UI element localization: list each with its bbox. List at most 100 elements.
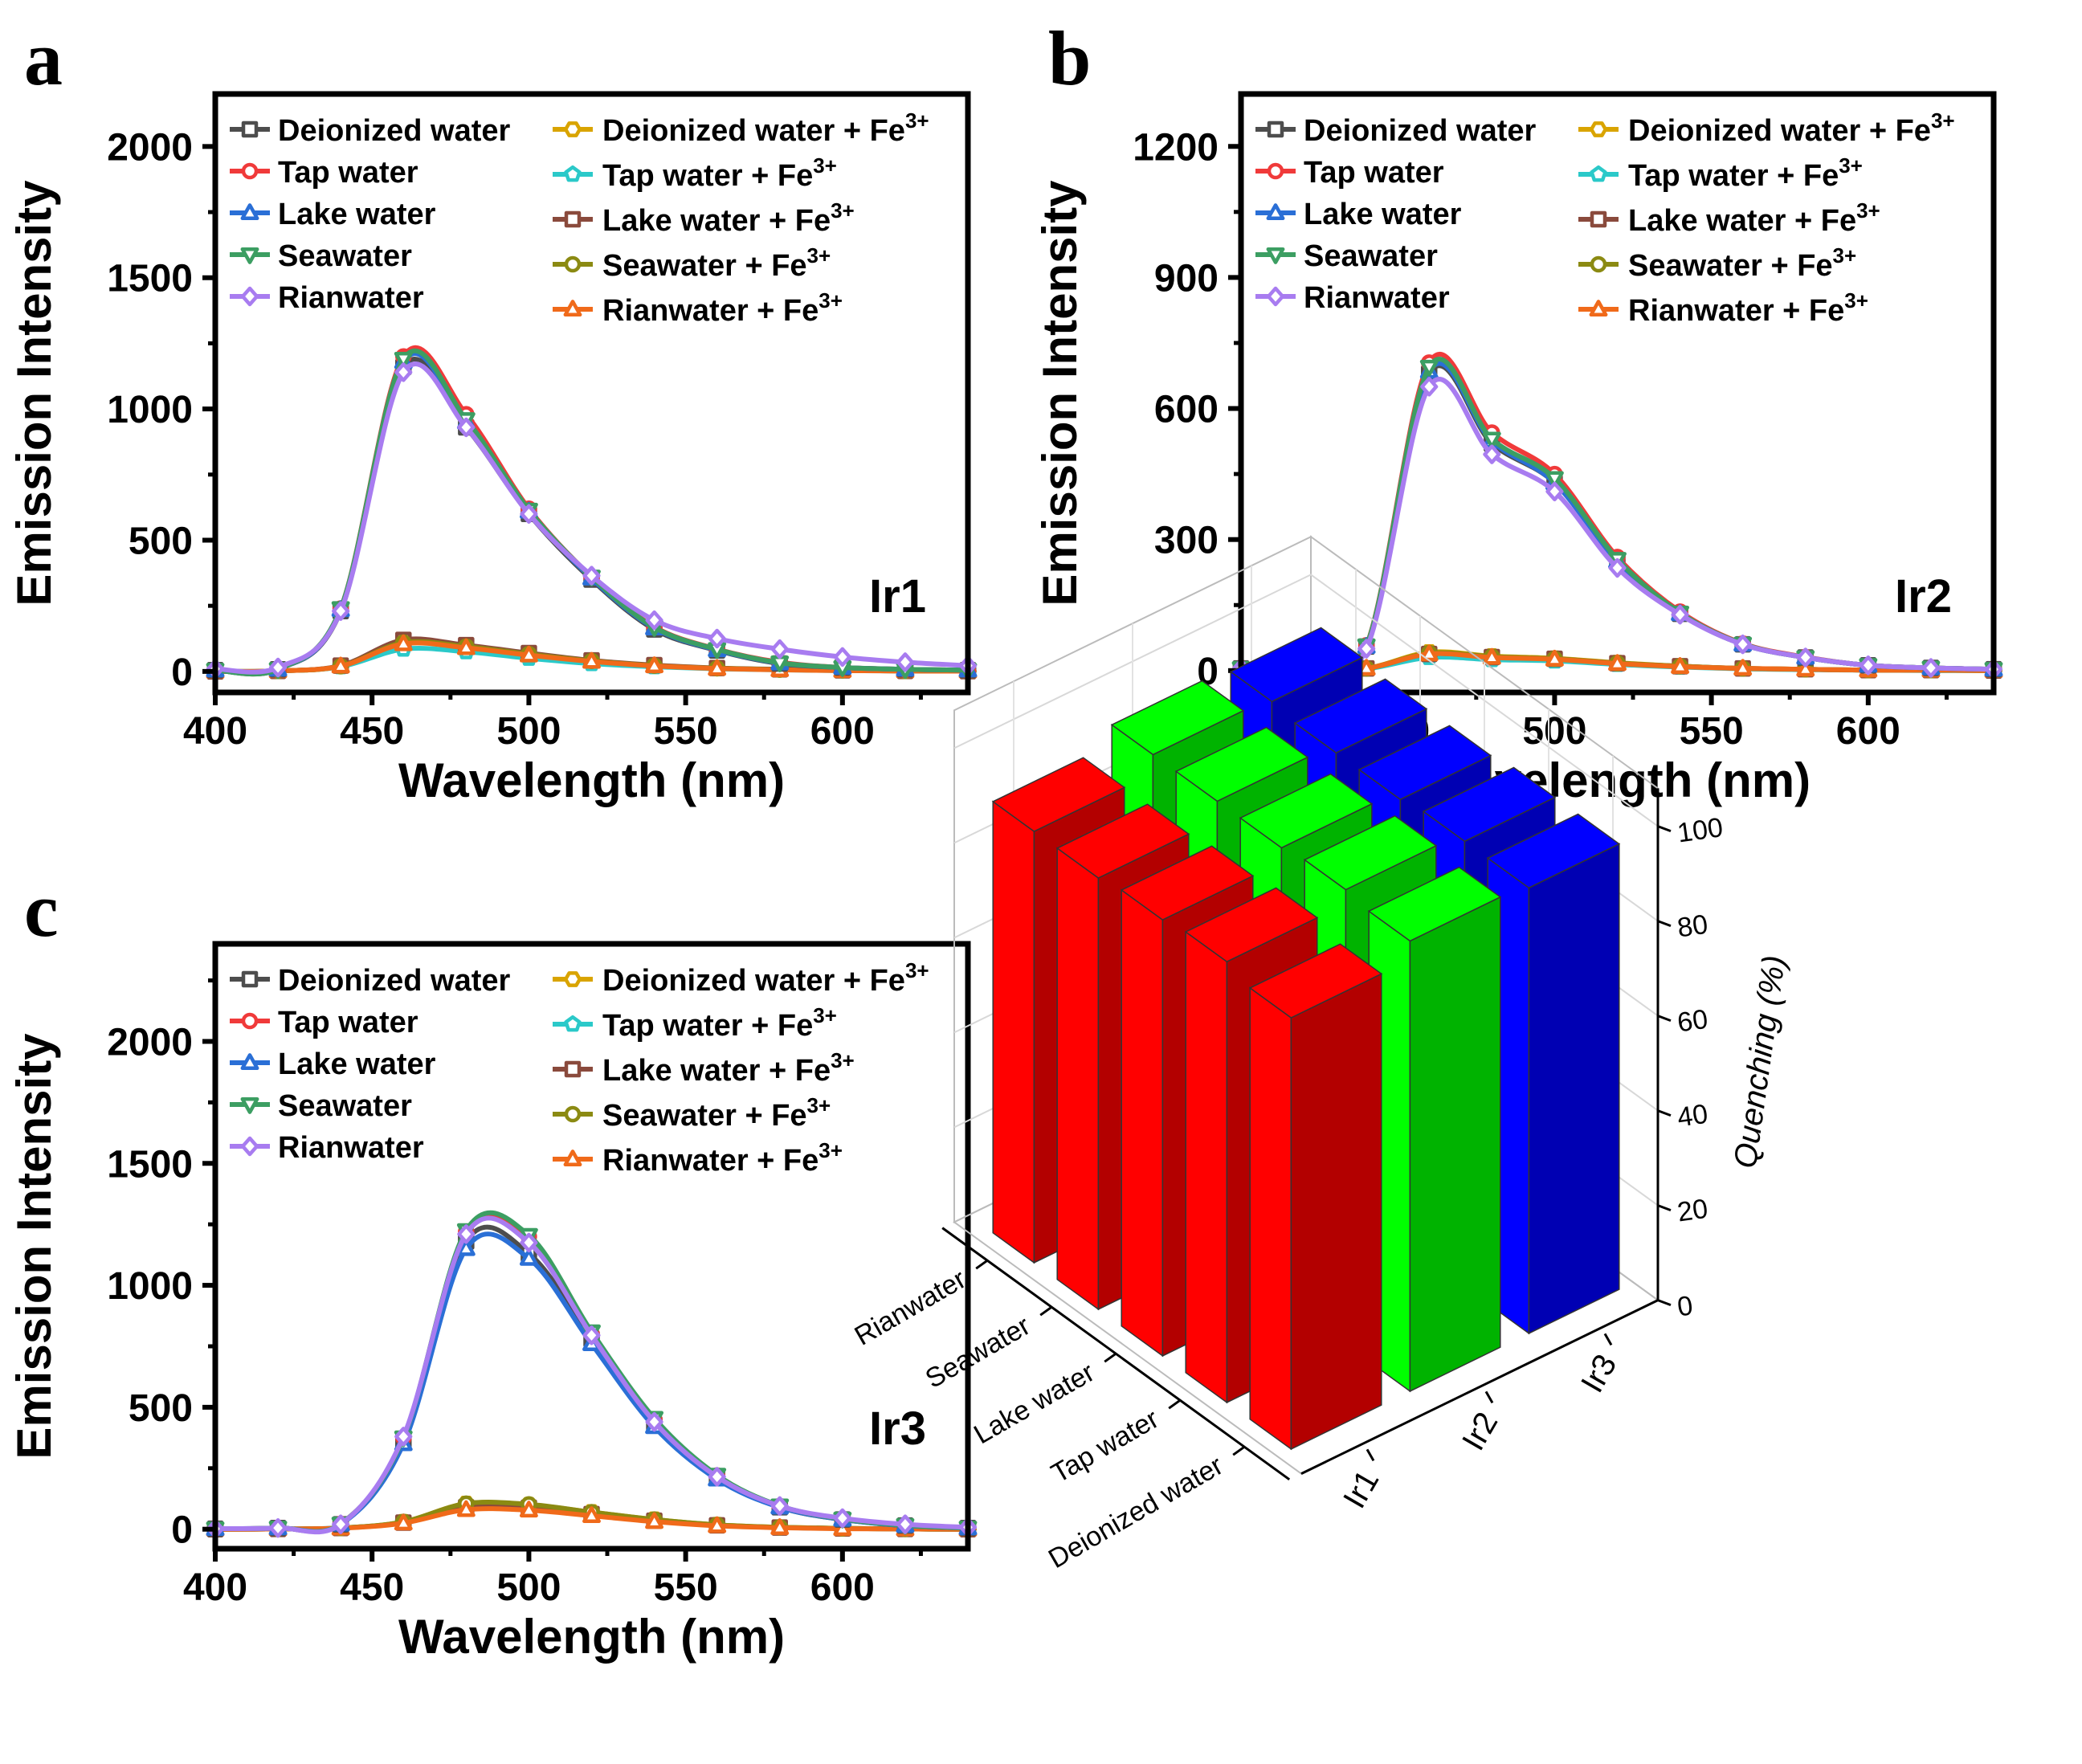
legend-superscript: 3+ (1839, 153, 1863, 178)
panel-b: b40045050055060003006009001200Wavelength… (1033, 15, 2003, 807)
legend-swatch-marker (240, 247, 259, 264)
legend-superscript: 3+ (819, 288, 843, 312)
legend-label: Seawater (1304, 239, 1438, 273)
y-tick-label: 0 (171, 1509, 193, 1552)
data-point (457, 1224, 476, 1244)
legend-label: Lake water (1304, 198, 1462, 231)
y-tick-label: 500 (129, 520, 193, 562)
legend-label: Seawater (278, 1089, 412, 1123)
legend-swatch-marker (564, 1015, 582, 1032)
data-point (394, 634, 413, 651)
series-line (1240, 363, 1994, 677)
legend-swatch-marker (563, 1149, 582, 1167)
bar-face-front (992, 800, 1035, 1264)
legend-superscript: 3+ (905, 958, 929, 982)
legend-entry-lake: Lake water (230, 1047, 436, 1081)
x-tick-label: 600 (810, 710, 875, 753)
legend-entry-deionized_fe: Deionized water + Fe3+ (1578, 108, 1955, 148)
data-point (1545, 471, 1564, 488)
z-tick (1657, 1109, 1672, 1117)
data-point (770, 1518, 790, 1535)
bar-face-side (1290, 973, 1382, 1451)
legend-swatch-marker (240, 286, 259, 307)
legend-label: Deionized water (278, 114, 510, 148)
legend-superscript: 3+ (1833, 243, 1857, 267)
legend-label: Tap water + Fe3+ (1628, 153, 1863, 193)
legend-entry-rain_fe: Rianwater + Fe3+ (1578, 288, 1868, 328)
legend-superscript: 3+ (905, 108, 929, 133)
legend-entry-rain: Rianwater (230, 281, 424, 315)
legend-swatch-marker (241, 162, 259, 180)
bar-face-front (1249, 986, 1292, 1451)
group-axis (1300, 1299, 1659, 1475)
y-tick-label: 1500 (107, 258, 193, 300)
series-lake (1231, 361, 2003, 677)
bars (991, 627, 1621, 1451)
series-tap (206, 345, 977, 679)
legend-swatch-marker (240, 1053, 259, 1071)
legend-swatch-marker (1589, 121, 1608, 137)
data-point (1608, 654, 1627, 672)
category-tick (1232, 1445, 1246, 1456)
legend-swatch-marker (564, 1105, 582, 1123)
category-tick (1104, 1352, 1117, 1363)
y-tick-label: 2000 (107, 1021, 193, 1064)
z-tick (1657, 1299, 1672, 1307)
inset-label: Ir2 (1895, 570, 1952, 623)
data-point (1921, 658, 1940, 678)
bar-face-top (1174, 726, 1309, 802)
z-tick (1657, 920, 1672, 928)
z-axis-title: Quenching (%) (1728, 953, 1793, 1170)
category-tick (1039, 1305, 1053, 1317)
legend-label: Tap water (278, 156, 418, 190)
x-tick-label: 400 (183, 1566, 247, 1609)
legend-superscript: 3+ (831, 198, 855, 223)
legend-superscript: 3+ (807, 243, 831, 267)
data-point (1671, 657, 1690, 674)
group-tick (1603, 1333, 1613, 1346)
data-point (1733, 659, 1753, 676)
series-line (214, 361, 969, 675)
legend-label: Rianwater + Fe3+ (1628, 288, 1868, 328)
y-tick-label: 600 (1154, 389, 1219, 431)
series-lake (206, 1231, 978, 1537)
data-point (582, 1325, 601, 1345)
bar-face-top (991, 757, 1126, 832)
bar-face-side (1528, 843, 1620, 1335)
data-point (896, 652, 914, 672)
y-tick-label: 1000 (107, 1265, 193, 1308)
series-line (214, 351, 969, 676)
bar-face-front (1121, 888, 1164, 1358)
legend-label: Rianwater + Fe3+ (602, 288, 843, 328)
category-label: Rianwater (850, 1264, 972, 1351)
data-point (770, 1496, 789, 1517)
legend-swatch-marker (1590, 210, 1607, 228)
series-rain (206, 361, 978, 679)
bar-face-side (1409, 896, 1501, 1393)
data-point (645, 610, 663, 631)
data-point (519, 1501, 538, 1518)
data-point (1859, 655, 1877, 676)
y-tick-label: 1500 (107, 1143, 193, 1186)
data-point (457, 417, 476, 438)
category-tick (1168, 1399, 1182, 1410)
data-point (519, 645, 538, 663)
inset-label: Ir3 (869, 1403, 926, 1455)
plot-frame (212, 91, 971, 696)
data-point (456, 1239, 476, 1256)
legend-label: Seawater + Fe3+ (1628, 243, 1856, 283)
legend-swatch-marker (1266, 286, 1285, 307)
legend-superscript: 3+ (807, 1093, 831, 1117)
legend-swatch-marker (240, 1136, 259, 1157)
x-tick-label: 400 (183, 710, 247, 753)
z-tick-label: 100 (1676, 812, 1725, 849)
legend-entry-rain_fe: Rianwater + Fe3+ (553, 1138, 843, 1178)
bar-face-top (1120, 845, 1255, 921)
bar-face-top (1239, 773, 1374, 849)
data-point (708, 628, 726, 649)
legend-superscript: 3+ (1931, 108, 1955, 133)
data-point (520, 1232, 538, 1253)
group-label: Ir3 (1574, 1349, 1623, 1399)
panel-c: c 400 450 500 550 600 0 500 1000 1500 2000 Waveleng… (7, 867, 978, 1664)
y-tick-label: 500 (129, 1387, 193, 1430)
